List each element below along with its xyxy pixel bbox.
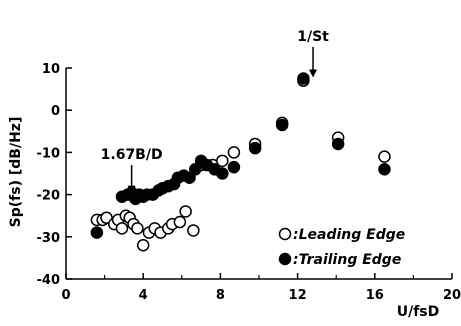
annotation-label: 1.67B/D <box>101 147 163 163</box>
y-tick-label: -40 <box>37 273 61 288</box>
legend-label-trailing-edge: :Trailing Edge <box>293 252 401 268</box>
x-tick-label: 16 <box>366 288 384 303</box>
data-point-trailing-edge <box>331 137 345 151</box>
x-tick-label: 20 <box>443 288 461 303</box>
x-axis-label: U/fsD <box>397 304 440 320</box>
data-point-trailing-edge <box>297 72 310 85</box>
data-point-leading-edge <box>131 222 144 235</box>
x-tick-label: 4 <box>139 288 148 303</box>
data-point-trailing-edge <box>248 141 262 155</box>
x-ticks: 0 4 8 12 16 20 <box>61 273 461 303</box>
y-ticks: 10 0 -10 -20 -30 -40 <box>37 62 72 288</box>
data-point-trailing-edge <box>216 167 229 180</box>
data-point-trailing-edge <box>189 163 202 176</box>
data-point-leading-edge <box>179 205 192 218</box>
data-point-trailing-edge <box>183 171 196 184</box>
annotation-arrow-head <box>309 69 318 78</box>
data-point-trailing-edge <box>90 226 104 239</box>
data-point-leading-edge <box>136 238 150 252</box>
annotation-label: 1/St <box>297 29 329 45</box>
data-points <box>90 72 391 252</box>
y-tick-label: -20 <box>37 189 61 204</box>
y-tick-label: -30 <box>37 231 61 246</box>
legend-label-leading-edge: :Leading Edge <box>293 227 405 243</box>
data-point-leading-edge <box>378 150 391 163</box>
data-point-trailing-edge <box>227 160 241 174</box>
x-tick-label: 0 <box>61 288 70 303</box>
data-point-leading-edge <box>216 154 229 168</box>
y-tick-label: 0 <box>51 104 60 119</box>
legend: :Leading Edge :Trailing Edge <box>278 227 405 268</box>
data-point-leading-edge <box>227 146 241 159</box>
y-axis-label: Sp(fs) [dB/Hz] <box>8 117 24 228</box>
data-point-trailing-edge <box>378 163 391 176</box>
y-tick-label: 10 <box>42 62 60 77</box>
data-point-leading-edge <box>173 215 187 229</box>
legend-marker-leading-edge <box>278 227 292 241</box>
data-point-leading-edge <box>187 224 200 237</box>
data-point-leading-edge <box>115 222 129 235</box>
data-point-trailing-edge <box>275 118 289 132</box>
y-tick-label: -10 <box>37 146 61 161</box>
axes: 0 4 8 12 16 20 10 0 -10 -20 -30 -40 <box>37 62 461 303</box>
x-tick-label: 12 <box>289 288 307 303</box>
legend-marker-trailing-edge <box>278 252 292 266</box>
annotations: 1.67B/D 1/St <box>101 29 329 194</box>
x-tick-label: 8 <box>216 288 225 303</box>
